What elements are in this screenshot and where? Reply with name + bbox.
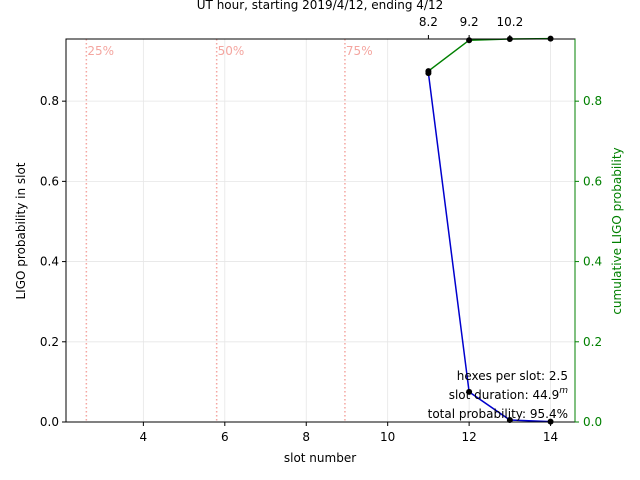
top-x-tick-label: 9.2	[460, 15, 479, 29]
annotation-total-text: total probability: 95.4%	[428, 407, 568, 421]
right-y-tick-label: 0.2	[583, 335, 602, 349]
x-tick-label: 6	[221, 430, 229, 444]
top-x-tick-label: 8.2	[419, 15, 438, 29]
top-axis-label: UT hour, starting 2019/4/12, ending 4/12	[197, 0, 443, 12]
x-axis-label: slot number	[284, 451, 356, 465]
x-tick-label: 8	[302, 430, 310, 444]
left-y-tick-label: 0.6	[40, 174, 59, 188]
x-tick-label: 14	[543, 430, 558, 444]
left-y-tick-label: 0.2	[40, 335, 59, 349]
right-y-axis-label: cumulative LIGO probability	[610, 147, 624, 314]
annotation-duration: slot duration: 44.9m	[449, 386, 569, 402]
annotation-duration-unit: m	[559, 386, 568, 396]
quantile-markers: 25% 50% 75%	[85, 39, 373, 422]
left-y-tick-label: 0.8	[40, 94, 59, 108]
right-y-tick-label: 0.0	[583, 415, 602, 429]
right-y-tick-label: 0.6	[583, 174, 602, 188]
right-y-axis: 0.0 0.2 0.4 0.6 0.8	[574, 39, 602, 429]
left-y-tick-label: 0.0	[40, 415, 59, 429]
annotation-hexes-text: hexes per slot: 2.5	[457, 369, 568, 383]
plot-frame	[65, 38, 576, 423]
grid-lines	[66, 39, 575, 423]
top-x-tick-label: 10.2	[496, 15, 523, 29]
top-x-axis: 8.2 9.2 10.2	[419, 15, 523, 39]
slot-data-point	[506, 416, 513, 423]
x-axis: 4 6 8 10 12 14	[140, 422, 558, 444]
cumulative-data-point	[425, 68, 432, 75]
slot-data-point	[466, 388, 473, 395]
x-tick-label: 4	[140, 430, 148, 444]
left-y-axis: 0.0 0.2 0.4 0.6 0.8	[40, 94, 66, 429]
quantile-label: 50%	[218, 44, 245, 58]
annotation-total: total probability: 95.4%	[428, 407, 568, 421]
quantile-label: 75%	[346, 44, 373, 58]
annotations: hexes per slot: 2.5 slot duration: 44.9m t…	[428, 369, 569, 421]
quantile-label: 25%	[87, 44, 114, 58]
series	[425, 35, 554, 425]
annotation-duration-text: slot duration: 44.9	[449, 388, 560, 402]
left-y-axis-label: LIGO probability in slot	[14, 162, 28, 299]
cumulative-series-line	[427, 37, 551, 72]
right-y-tick-label: 0.8	[583, 94, 602, 108]
x-tick-label: 10	[380, 430, 395, 444]
left-y-tick-label: 0.4	[40, 255, 59, 269]
right-y-tick-label: 0.4	[583, 255, 602, 269]
annotation-hexes: hexes per slot: 2.5	[457, 369, 568, 383]
slot-series-line	[427, 72, 551, 423]
x-tick-label: 12	[461, 430, 476, 444]
